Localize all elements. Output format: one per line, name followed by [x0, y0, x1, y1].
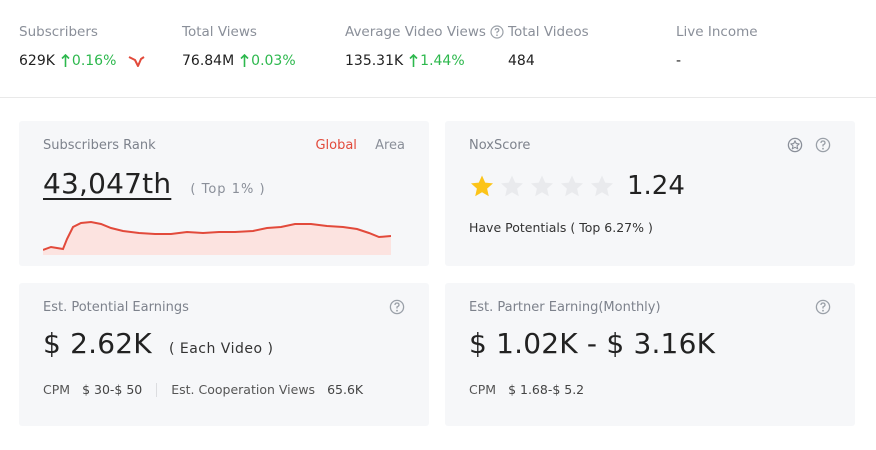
- rank-trend-line: [43, 220, 391, 251]
- earnings-value: $ 2.62K: [43, 327, 152, 360]
- stat-change: 0.03%: [240, 53, 296, 69]
- stat-label: Subscribers: [19, 24, 98, 40]
- potential-note: Have Potentials ( Top 6.27% ): [469, 220, 653, 235]
- tab-area[interactable]: Area: [375, 138, 405, 153]
- card-title: Subscribers Rank: [43, 138, 156, 153]
- stat-subscribers: Subscribers 629K 0.16%: [19, 24, 150, 69]
- help-icon[interactable]: [815, 137, 831, 153]
- arrow-up-icon: [409, 54, 418, 67]
- stat-average-video-views: Average Video Views 135.31K 1.44%: [345, 24, 504, 69]
- divider: [156, 382, 158, 397]
- rank-trend-area: [43, 222, 391, 255]
- arrow-up-icon: [240, 54, 249, 67]
- card-title: Est. Partner Earning(Monthly): [469, 300, 661, 315]
- stat-total-videos: Total Videos 484: [508, 24, 589, 69]
- cpm-label: CPM: [43, 382, 71, 397]
- stat-change: 0.16%: [61, 53, 116, 69]
- earnings-details: CPM $ 30-$ 50 Est. Cooperation Views 65.…: [43, 382, 363, 397]
- rank-tabs: Global Area: [301, 138, 405, 153]
- noxscore-card: NoxScore 1.24 Have Potentials ( Top 6.27…: [445, 121, 855, 266]
- rank-value[interactable]: 43,047th: [43, 167, 172, 200]
- potential-earnings-card: Est. Potential Earnings $ 2.62K ( Each V…: [19, 283, 429, 426]
- help-icon[interactable]: [490, 25, 504, 39]
- stat-label: Total Videos: [508, 24, 589, 40]
- trend-sparkline-icon[interactable]: [128, 54, 150, 68]
- badge-icon[interactable]: [787, 137, 803, 153]
- noxscore-value: 1.24: [627, 171, 685, 201]
- rank-value-row: 43,047th ( Top 1% ): [43, 167, 266, 200]
- earnings-note: ( Each Video ): [168, 341, 274, 357]
- cpm-label: CPM: [469, 382, 497, 397]
- stat-value: 135.31K: [345, 53, 404, 69]
- arrow-up-icon: [61, 54, 70, 67]
- card-title: NoxScore: [469, 138, 531, 153]
- cpm-value: $ 1.68-$ 5.2: [508, 382, 585, 397]
- help-icon[interactable]: [389, 299, 405, 315]
- subscribers-rank-card: Subscribers Rank Global Area 43,047th ( …: [19, 121, 429, 266]
- stat-live-income: Live Income -: [676, 24, 758, 69]
- partner-earning-details: CPM $ 1.68-$ 5.2: [469, 382, 584, 397]
- partner-earning-value: $ 1.02K - $ 3.16K: [469, 327, 716, 360]
- star-empty-icon: [531, 175, 553, 197]
- star-empty-icon: [591, 175, 613, 197]
- tab-global[interactable]: Global: [315, 138, 357, 153]
- stat-change: 1.44%: [409, 53, 465, 69]
- partner-earning-card: Est. Partner Earning(Monthly) $ 1.02K - …: [445, 283, 855, 426]
- stat-label: Average Video Views: [345, 24, 504, 40]
- star-rating: 1.24: [469, 171, 685, 201]
- views-value: 65.6K: [327, 382, 364, 397]
- star-filled-icon: [471, 175, 493, 197]
- stat-total-views: Total Views 76.84M 0.03%: [182, 24, 296, 69]
- cpm-value: $ 30-$ 50: [82, 382, 143, 397]
- views-label: Est. Cooperation Views: [171, 382, 316, 397]
- stat-label: Total Views: [182, 24, 257, 40]
- rank-trend-chart: [43, 220, 391, 255]
- stats-bar: Subscribers 629K 0.16% Total Views 76.84…: [0, 0, 876, 98]
- rank-note: ( Top 1% ): [190, 182, 266, 197]
- stat-value: 629K: [19, 53, 55, 69]
- help-icon[interactable]: [815, 299, 831, 315]
- stat-value: -: [676, 53, 682, 69]
- card-title: Est. Potential Earnings: [43, 300, 189, 315]
- earnings-value-row: $ 2.62K ( Each Video ): [43, 327, 273, 360]
- star-empty-icon: [501, 175, 523, 197]
- stat-label: Live Income: [676, 24, 758, 40]
- stat-value: 76.84M: [182, 53, 235, 69]
- star-empty-icon: [561, 175, 583, 197]
- stat-value: 484: [508, 53, 535, 69]
